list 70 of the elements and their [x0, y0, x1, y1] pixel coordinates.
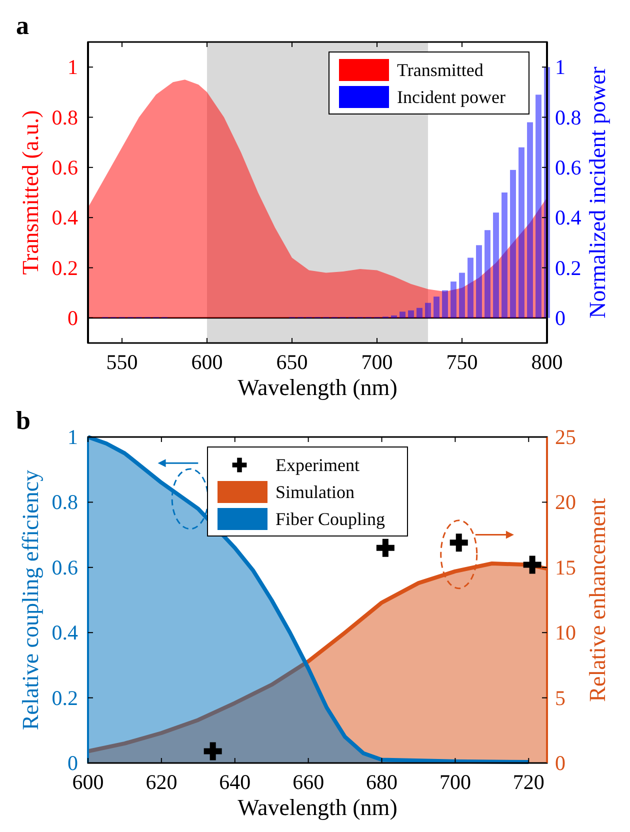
x-tick-label: 700: [439, 770, 471, 794]
y-tick-label: 0.4: [52, 206, 78, 230]
x-tick-label: 620: [146, 770, 178, 794]
legend-label: Fiber Coupling: [276, 509, 386, 529]
x-tick-label: 680: [366, 770, 398, 794]
y2-axis-title: Relative enhancement: [585, 498, 610, 702]
bar: [391, 315, 397, 318]
bar: [502, 192, 508, 318]
bar: [459, 272, 465, 318]
x-tick-label: 640: [219, 770, 251, 794]
bar: [493, 212, 499, 318]
y2-tick-label: 5: [555, 686, 566, 710]
bar: [408, 310, 414, 318]
y-tick-label: 1: [68, 425, 78, 449]
y2-tick-label: 15: [555, 555, 576, 580]
y-tick-label: 0.6: [52, 555, 78, 580]
point: [523, 556, 542, 574]
point: [450, 534, 468, 552]
bar: [510, 170, 516, 318]
x-tick-label: 800: [531, 350, 563, 374]
y-axis-title: Transmitted (a.u.): [18, 110, 43, 275]
bar: [450, 282, 456, 318]
x-tick-label: 700: [361, 350, 393, 374]
y2-tick-label: 0.2: [555, 256, 582, 280]
y-axis-title: Relative coupling efficiency: [18, 469, 43, 730]
y2-tick-label: 25: [555, 425, 576, 449]
bar: [434, 296, 440, 318]
y-tick-label: 0: [68, 306, 78, 330]
legend-label: Transmitted: [397, 60, 484, 80]
y2-tick-label: 0: [555, 306, 566, 330]
y2-tick-label: 10: [555, 620, 576, 645]
y2-tick-label: 0.4: [555, 206, 582, 230]
legend-label: Experiment: [276, 455, 360, 475]
x-tick-label: 550: [106, 350, 138, 374]
legend-label: Incident power: [397, 87, 506, 107]
y2-tick-label: 0: [555, 751, 566, 775]
y-tick-label: 0.8: [52, 490, 78, 514]
bar: [442, 290, 448, 318]
x-axis-title: Wavelength (nm): [238, 795, 398, 820]
y-tick-label: 0.8: [52, 105, 78, 130]
x-tick-label: 600: [191, 350, 223, 374]
bar: [536, 94, 542, 318]
bar: [416, 308, 422, 318]
x-tick-label: 750: [446, 350, 478, 374]
chart-title: a: [16, 11, 29, 40]
bar: [518, 147, 524, 318]
bar: [425, 302, 431, 318]
y2-tick-label: 0.6: [555, 155, 582, 180]
y-tick-label: 0.2: [52, 256, 78, 280]
x-tick-label: 650: [276, 350, 308, 374]
y-tick-label: 0.6: [52, 155, 78, 180]
legend-label: Simulation: [276, 482, 355, 502]
y-tick-label: 0.4: [52, 620, 78, 645]
y-tick-label: 0.2: [52, 686, 78, 710]
x-axis-title: Wavelength (nm): [238, 375, 398, 400]
x-tick-label: 660: [292, 770, 324, 794]
bar: [400, 312, 406, 318]
bar: [527, 122, 533, 318]
bar: [468, 258, 474, 318]
x-tick-label: 720: [512, 770, 544, 794]
y2-tick-label: 1: [555, 55, 566, 80]
point: [376, 538, 394, 557]
y-tick-label: 1: [68, 55, 78, 80]
y2-tick-label: 20: [555, 490, 576, 514]
bar: [476, 245, 482, 318]
point: [204, 742, 222, 760]
chart-title: b: [16, 406, 30, 435]
y2-tick-label: 0.8: [555, 105, 582, 130]
y2-axis-title: Normalized incident power: [585, 66, 610, 318]
bar: [484, 230, 490, 318]
